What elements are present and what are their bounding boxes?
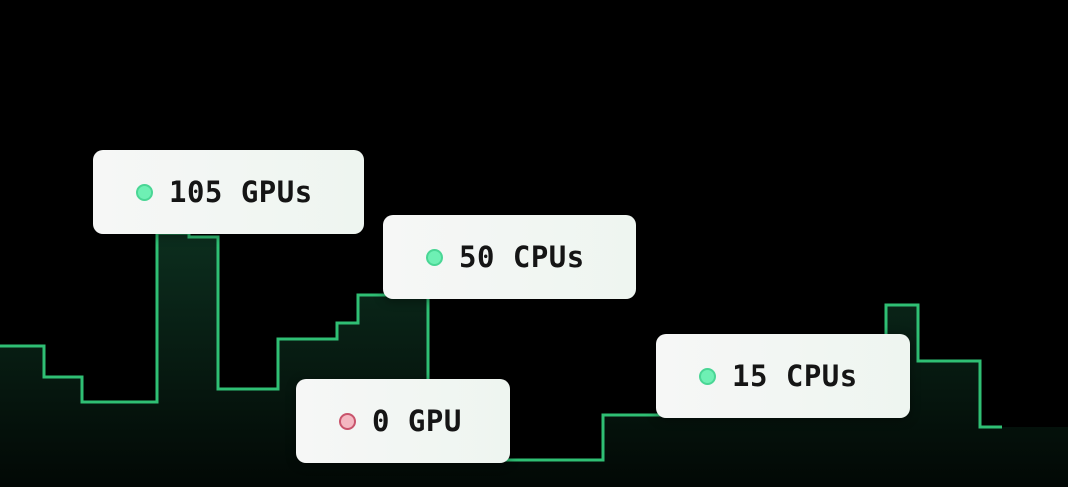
resource-label: 15 CPUs [732, 359, 858, 393]
resource-card-cpus-50: 50 CPUs [383, 215, 636, 299]
resource-card-gpu-0: 0 GPU [296, 379, 510, 463]
status-dot-green-icon [136, 183, 153, 201]
resource-label: 0 GPU [372, 404, 462, 438]
resource-label: 105 GPUs [169, 175, 313, 209]
usage-area-fill [0, 233, 1068, 487]
resource-label: 50 CPUs [459, 240, 585, 274]
resource-card-cpus-15: 15 CPUs [656, 334, 910, 418]
status-dot-green-icon [426, 248, 443, 266]
resource-card-gpus-105: 105 GPUs [93, 150, 364, 234]
status-dot-green-icon [699, 367, 716, 385]
status-dot-red-icon [339, 412, 356, 430]
usage-step-line [0, 231, 1002, 462]
